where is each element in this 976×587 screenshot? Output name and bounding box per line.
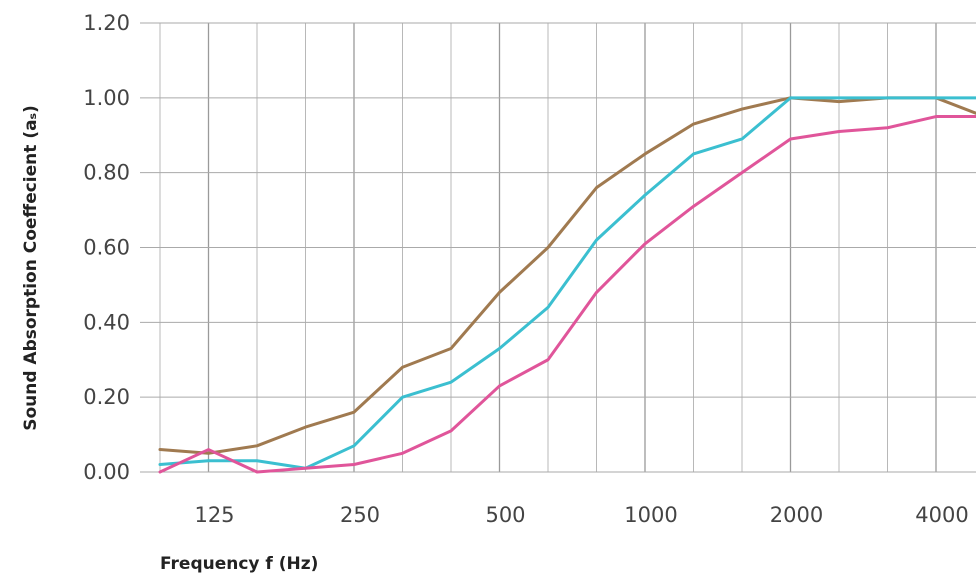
y-tick-label: 0.00	[83, 460, 130, 484]
y-tick-label: 1.20	[83, 11, 130, 35]
y-tick-label: 0.40	[83, 310, 130, 334]
y-tick-label: 0.20	[83, 385, 130, 409]
grid	[140, 22, 976, 473]
series-layer	[158, 96, 976, 474]
y-tick-labels: 0.00 0.20 0.40 0.60 0.80 1.00 1.20	[83, 11, 130, 484]
series-line-2	[158, 96, 976, 470]
y-tick-label: 0.60	[83, 236, 130, 260]
x-tick-label: 500	[485, 503, 525, 527]
y-axis-label: Sound Absorption Coeffecient (aₛ)	[21, 105, 41, 431]
x-axis-label: Frequency f (Hz)	[160, 554, 319, 574]
x-tick-label: 2000	[770, 503, 823, 527]
series-line-3	[158, 115, 976, 474]
y-tick-label: 1.00	[83, 86, 130, 110]
series-line-1	[158, 96, 976, 455]
x-tick-label: 125	[194, 503, 234, 527]
x-tick-label: 4000	[915, 503, 968, 527]
x-tick-label: 250	[340, 503, 380, 527]
y-tick-label: 0.80	[83, 161, 130, 185]
x-tick-label: 1000	[624, 503, 677, 527]
x-tick-labels: 125 250 500 1000 2000 4000	[194, 503, 968, 527]
